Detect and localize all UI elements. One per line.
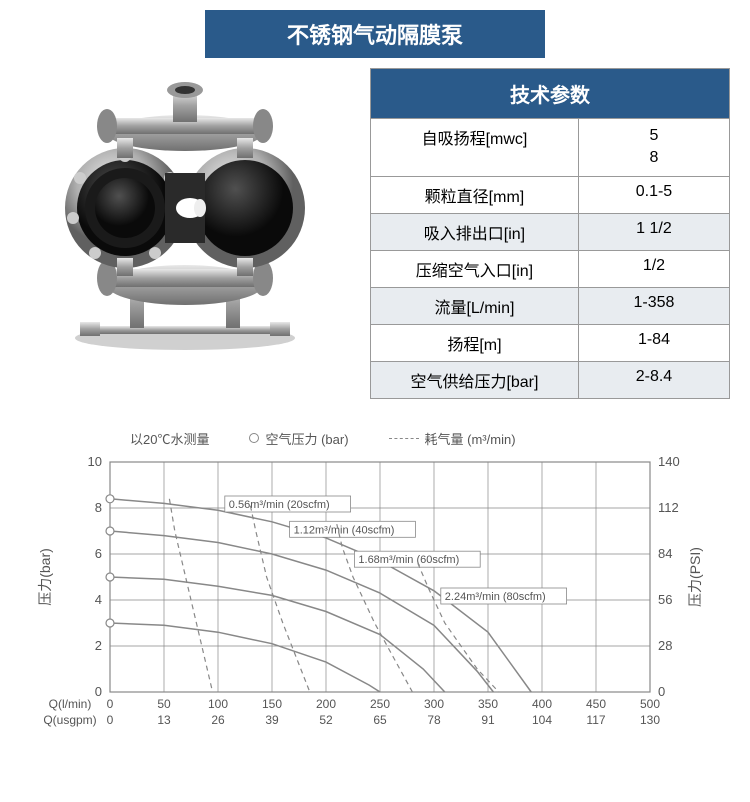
svg-text:0: 0 (107, 697, 114, 711)
spec-table: 技术参数 自吸扬程[mwc]58颗粒直径[mm]0.1-5吸入排出口[in]1 … (370, 68, 730, 399)
svg-text:0: 0 (95, 684, 102, 699)
spec-row: 压缩空气入口[in]1/2 (371, 251, 729, 288)
spec-label: 空气供给压力[bar] (371, 362, 579, 398)
legend-measure: 以20℃水测量 (130, 429, 209, 448)
spec-label: 自吸扬程[mwc] (371, 119, 579, 176)
performance-chart-section: 以20℃水测量 空气压力 (bar) 耗气量 (m³/min) 00228456… (0, 419, 750, 792)
spec-row: 自吸扬程[mwc]58 (371, 119, 729, 177)
spec-value: 1/2 (579, 251, 729, 287)
svg-text:Q(l/min): Q(l/min) (49, 697, 92, 711)
spec-value: 1-358 (579, 288, 729, 324)
svg-text:28: 28 (658, 638, 672, 653)
svg-text:65: 65 (373, 713, 387, 727)
spec-label: 吸入排出口[in] (371, 214, 579, 250)
svg-text:117: 117 (586, 713, 605, 727)
svg-text:26: 26 (211, 713, 225, 727)
svg-text:104: 104 (532, 713, 552, 727)
spec-value: 58 (579, 119, 729, 176)
spec-value: 2-8.4 (579, 362, 729, 398)
svg-text:56: 56 (658, 592, 672, 607)
chart-legend: 以20℃水测量 空气压力 (bar) 耗气量 (m³/min) (30, 429, 720, 448)
svg-text:6: 6 (95, 546, 102, 561)
spec-label: 压缩空气入口[in] (371, 251, 579, 287)
svg-text:140: 140 (658, 454, 680, 469)
svg-text:1.12m³/min (40scfm): 1.12m³/min (40scfm) (294, 524, 395, 536)
circle-icon (249, 433, 259, 443)
svg-text:50: 50 (157, 697, 171, 711)
svg-text:500: 500 (640, 697, 660, 711)
svg-text:52: 52 (319, 713, 333, 727)
svg-text:91: 91 (481, 713, 495, 727)
svg-text:2.24m³/min (80scfm): 2.24m³/min (80scfm) (445, 591, 546, 603)
chart-wrapper: 0022845668481121014000501310026150392005… (30, 452, 720, 782)
svg-text:39: 39 (265, 713, 279, 727)
svg-text:400: 400 (532, 697, 552, 711)
svg-text:78: 78 (427, 713, 441, 727)
svg-text:150: 150 (262, 697, 282, 711)
svg-text:8: 8 (95, 500, 102, 515)
spec-row: 扬程[m]1-84 (371, 325, 729, 362)
svg-text:Q(usgpm): Q(usgpm) (43, 713, 96, 727)
svg-text:84: 84 (658, 546, 672, 561)
svg-text:4: 4 (95, 592, 102, 607)
spec-row: 吸入排出口[in]1 1/2 (371, 214, 729, 251)
svg-text:300: 300 (424, 697, 444, 711)
svg-text:10: 10 (88, 454, 102, 469)
performance-chart: 0022845668481121014000501310026150392005… (30, 452, 720, 772)
legend-air-pressure: 空气压力 (bar) (249, 429, 348, 448)
page-title: 不锈钢气动隔膜泵 (205, 10, 545, 58)
svg-text:200: 200 (316, 697, 336, 711)
spec-row: 流量[L/min]1-358 (371, 288, 729, 325)
spec-label: 颗粒直径[mm] (371, 177, 579, 213)
spec-header: 技术参数 (371, 69, 729, 119)
spec-row: 空气供给压力[bar]2-8.4 (371, 362, 729, 398)
pump-illustration (35, 78, 335, 358)
legend-air-consumption: 耗气量 (m³/min) (389, 429, 516, 448)
svg-text:250: 250 (370, 697, 390, 711)
spec-value: 1 1/2 (579, 214, 729, 250)
spec-row: 颗粒直径[mm]0.1-5 (371, 177, 729, 214)
svg-text:450: 450 (586, 697, 606, 711)
svg-text:112: 112 (658, 500, 679, 515)
svg-text:130: 130 (640, 713, 660, 727)
top-section: 技术参数 自吸扬程[mwc]58颗粒直径[mm]0.1-5吸入排出口[in]1 … (0, 68, 750, 419)
svg-text:13: 13 (157, 713, 171, 727)
dash-icon (389, 438, 419, 439)
svg-text:0.56m³/min (20scfm): 0.56m³/min (20scfm) (229, 499, 330, 511)
spec-value: 0.1-5 (579, 177, 729, 213)
spec-label: 流量[L/min] (371, 288, 579, 324)
svg-text:压力(PSI): 压力(PSI) (687, 547, 703, 607)
spec-label: 扬程[m] (371, 325, 579, 361)
product-image (20, 68, 350, 368)
svg-text:100: 100 (208, 697, 228, 711)
spec-value: 1-84 (579, 325, 729, 361)
svg-text:压力(bar): 压力(bar) (37, 548, 53, 606)
svg-text:350: 350 (478, 697, 498, 711)
svg-text:1.68m³/min (60scfm): 1.68m³/min (60scfm) (358, 554, 459, 566)
svg-text:2: 2 (95, 638, 102, 653)
svg-text:0: 0 (107, 713, 114, 727)
